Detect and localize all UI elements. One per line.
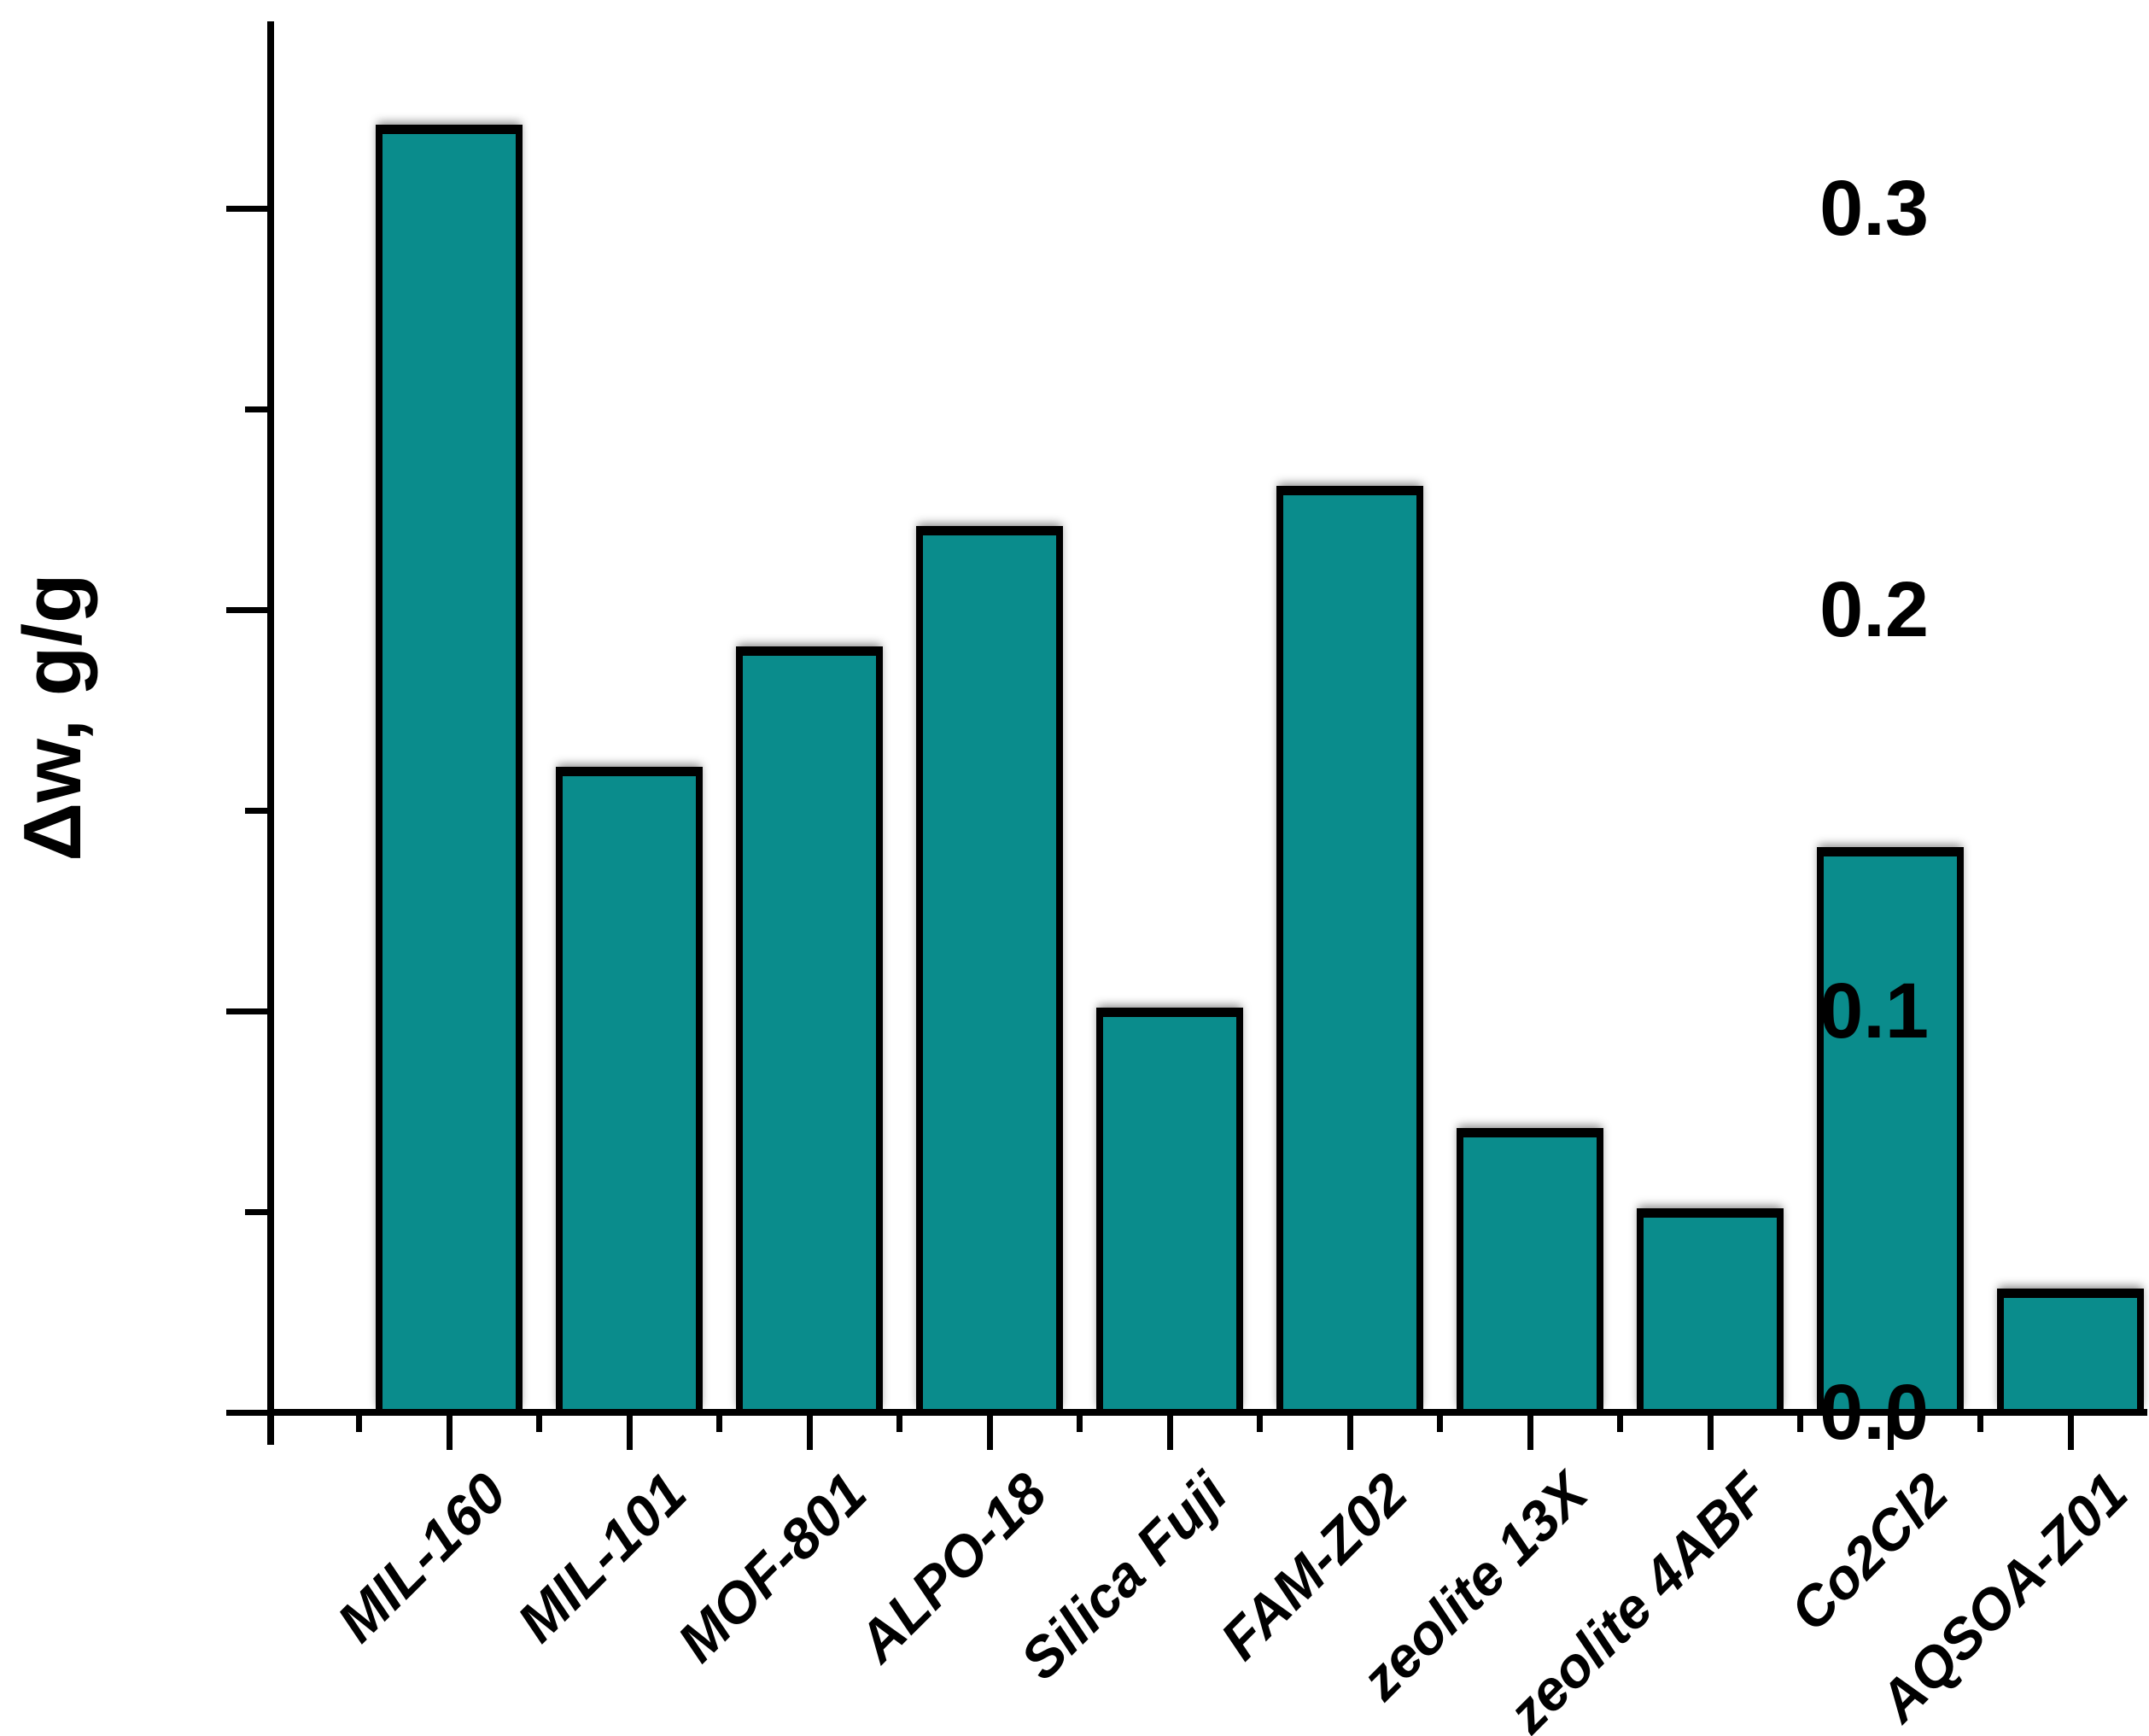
x-major-tick (806, 1414, 813, 1450)
x-major-tick (2067, 1414, 2074, 1450)
x-category-label: MIL-101 (505, 1460, 698, 1654)
x-major-tick (1346, 1414, 1353, 1450)
x-category-label: Co2Cl2 (1777, 1460, 1959, 1643)
y-tick-label: 0.2 (1819, 566, 1929, 653)
bar-MOF-801 (736, 646, 883, 1412)
bar-AQSOA-Z01 (1997, 1289, 2144, 1412)
x-major-tick (1707, 1414, 1714, 1450)
bar-MIL-101 (556, 767, 703, 1412)
y-tick-label: 0.1 (1819, 967, 1929, 1055)
y-major-tick (226, 606, 267, 613)
bar-ALPO-18 (916, 526, 1063, 1412)
y-minor-tick (245, 1208, 267, 1215)
x-minor-tick (1797, 1414, 1803, 1432)
x-minor-tick (716, 1414, 722, 1432)
bar-zeolite-4ABF (1637, 1208, 1784, 1412)
x-major-tick (446, 1414, 453, 1450)
x-major-tick (986, 1414, 993, 1450)
y-minor-tick (245, 406, 267, 412)
y-major-tick (226, 1008, 267, 1014)
x-major-tick (626, 1414, 633, 1450)
x-major-tick (1166, 1414, 1173, 1450)
x-minor-tick (1977, 1414, 1983, 1432)
y-axis-line (267, 21, 274, 1445)
y-minor-tick (245, 807, 267, 814)
x-major-tick (1887, 1414, 1894, 1450)
y-tick-label: 0.3 (1819, 165, 1929, 252)
bar-FAM-Z02 (1276, 486, 1423, 1412)
y-major-tick (226, 205, 267, 212)
x-minor-tick (1437, 1414, 1443, 1432)
x-minor-tick (1257, 1414, 1263, 1432)
bar-Co2Cl2 (1817, 847, 1964, 1412)
x-minor-tick (896, 1414, 902, 1432)
x-minor-tick (356, 1414, 362, 1432)
x-major-tick (1527, 1414, 1533, 1450)
x-category-label: MIL-160 (324, 1460, 518, 1654)
y-axis-title: Δw, g/g (7, 573, 98, 862)
x-minor-tick (1617, 1414, 1623, 1432)
x-minor-tick (1077, 1414, 1083, 1432)
y-tick-label: 0.0 (1819, 1369, 1929, 1456)
x-axis-line (267, 1409, 2147, 1416)
bar-zeolite-13X (1457, 1128, 1603, 1412)
bar-Silica-Fuji (1096, 1008, 1243, 1412)
y-major-tick (226, 1409, 267, 1416)
x-category-label: MOF-801 (665, 1460, 879, 1675)
x-minor-tick (536, 1414, 542, 1432)
bar-MIL-160 (376, 125, 523, 1412)
